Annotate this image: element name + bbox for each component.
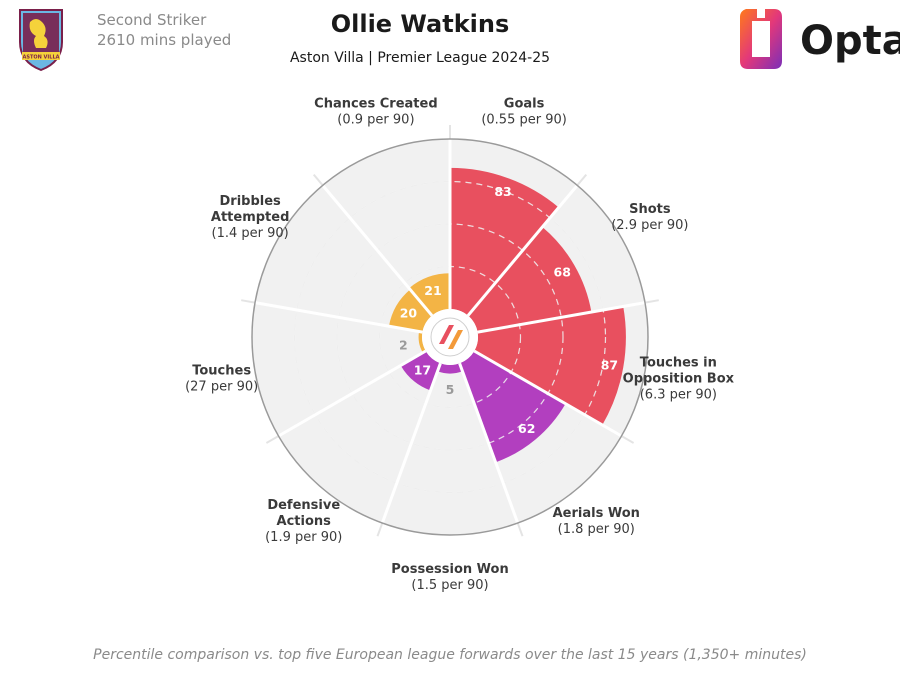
hub-logo-mark-2 <box>448 330 463 349</box>
category-name: Attempted <box>211 210 290 225</box>
category-name: Possession Won <box>391 562 508 577</box>
spoke-ext-3 <box>644 299 659 304</box>
spoke-9 <box>312 173 434 317</box>
category-name: Actions <box>277 514 332 529</box>
category-name: Opposition Box <box>623 372 735 387</box>
opta-logo: Opta <box>740 4 900 69</box>
bar-2 <box>467 226 592 333</box>
center-hub-inner <box>430 317 470 357</box>
minutes-played: 2610 mins played <box>97 31 231 49</box>
category-per90: (1.8 per 90) <box>558 522 635 537</box>
category-per90: (2.9 per 90) <box>611 218 688 233</box>
category-label-6: Defensive Actions (1.9 per 90) <box>265 498 342 545</box>
category-name: Shots <box>629 202 671 217</box>
value-label-5: 5 <box>446 382 455 397</box>
category-per90: (0.55 per 90) <box>481 112 567 127</box>
spoke-8 <box>240 298 423 334</box>
bar-9 <box>409 273 450 316</box>
spoke-7 <box>265 349 427 445</box>
spoke-ext-2 <box>576 173 588 186</box>
spoke-ext-5 <box>516 522 524 537</box>
category-label-3: Touches in Opposition Box (6.3 per 90) <box>623 356 735 403</box>
spoke-ext-7 <box>265 435 280 444</box>
spoke-6 <box>376 362 442 537</box>
category-label-5: Possession Won (1.5 per 90) <box>391 562 508 593</box>
bar-3 <box>474 306 626 425</box>
category-per90: (1.9 per 90) <box>265 530 342 545</box>
page-title: Ollie Watkins <box>331 10 510 38</box>
bar-7 <box>418 331 426 353</box>
spoke-4 <box>473 349 635 445</box>
spoke-3 <box>477 298 660 334</box>
hub-logo-mark-1 <box>439 325 454 344</box>
category-per90: (1.4 per 90) <box>212 226 289 241</box>
bar-5 <box>437 363 463 374</box>
category-name: Touches in <box>640 356 717 371</box>
spoke-2 <box>466 173 588 317</box>
category-name: Touches <box>192 364 251 379</box>
category-name: Dribbles <box>220 194 282 209</box>
category-name: Defensive <box>267 498 340 513</box>
value-label-4: 62 <box>518 421 535 436</box>
category-per90: (6.3 per 90) <box>640 388 717 403</box>
value-label-6: 17 <box>414 362 431 377</box>
spoke-ext-9 <box>312 173 324 186</box>
category-name: Goals <box>504 96 545 111</box>
category-label-8: Dribbles Attempted (1.4 per 90) <box>211 194 290 241</box>
category-name: Aerials Won <box>553 506 640 521</box>
spoke-ext-6 <box>376 522 384 537</box>
club-badge-text: ASTON VILLA <box>22 55 59 61</box>
value-label-3: 87 <box>601 358 618 373</box>
outer-ring <box>251 138 649 536</box>
value-label-9: 21 <box>424 283 441 298</box>
spoke-ext-4 <box>620 435 635 444</box>
value-label-7: 2 <box>399 338 408 353</box>
category-label-1: Goals (0.55 per 90) <box>481 96 567 127</box>
category-per90: (0.9 per 90) <box>337 112 414 127</box>
category-label-2: Shots (2.9 per 90) <box>611 202 688 233</box>
club-badge: ASTON VILLA <box>19 9 63 72</box>
value-label-2: 68 <box>554 265 571 280</box>
value-label-8: 20 <box>400 306 418 321</box>
player-position: Second Striker <box>97 11 207 29</box>
grid-bg-75 <box>294 181 606 493</box>
spoke-5 <box>458 362 524 537</box>
footer-note: Percentile comparison vs. top five Europ… <box>93 647 807 663</box>
category-per90: (1.5 per 90) <box>411 578 488 593</box>
spoke-ext-8 <box>241 299 256 304</box>
category-label-7: Touches (27 per 90) <box>185 364 258 395</box>
category-label-9: Chances Created (0.9 per 90) <box>314 96 438 127</box>
opta-wordmark: Opta <box>800 18 900 64</box>
bar-8 <box>388 289 433 333</box>
page-subtitle: Aston Villa | Premier League 2024-25 <box>290 50 550 66</box>
category-name: Chances Created <box>314 96 438 111</box>
category-per90: (27 per 90) <box>185 380 258 395</box>
category-label-4: Aerials Won (1.8 per 90) <box>553 506 640 537</box>
value-label-1: 83 <box>494 184 511 199</box>
